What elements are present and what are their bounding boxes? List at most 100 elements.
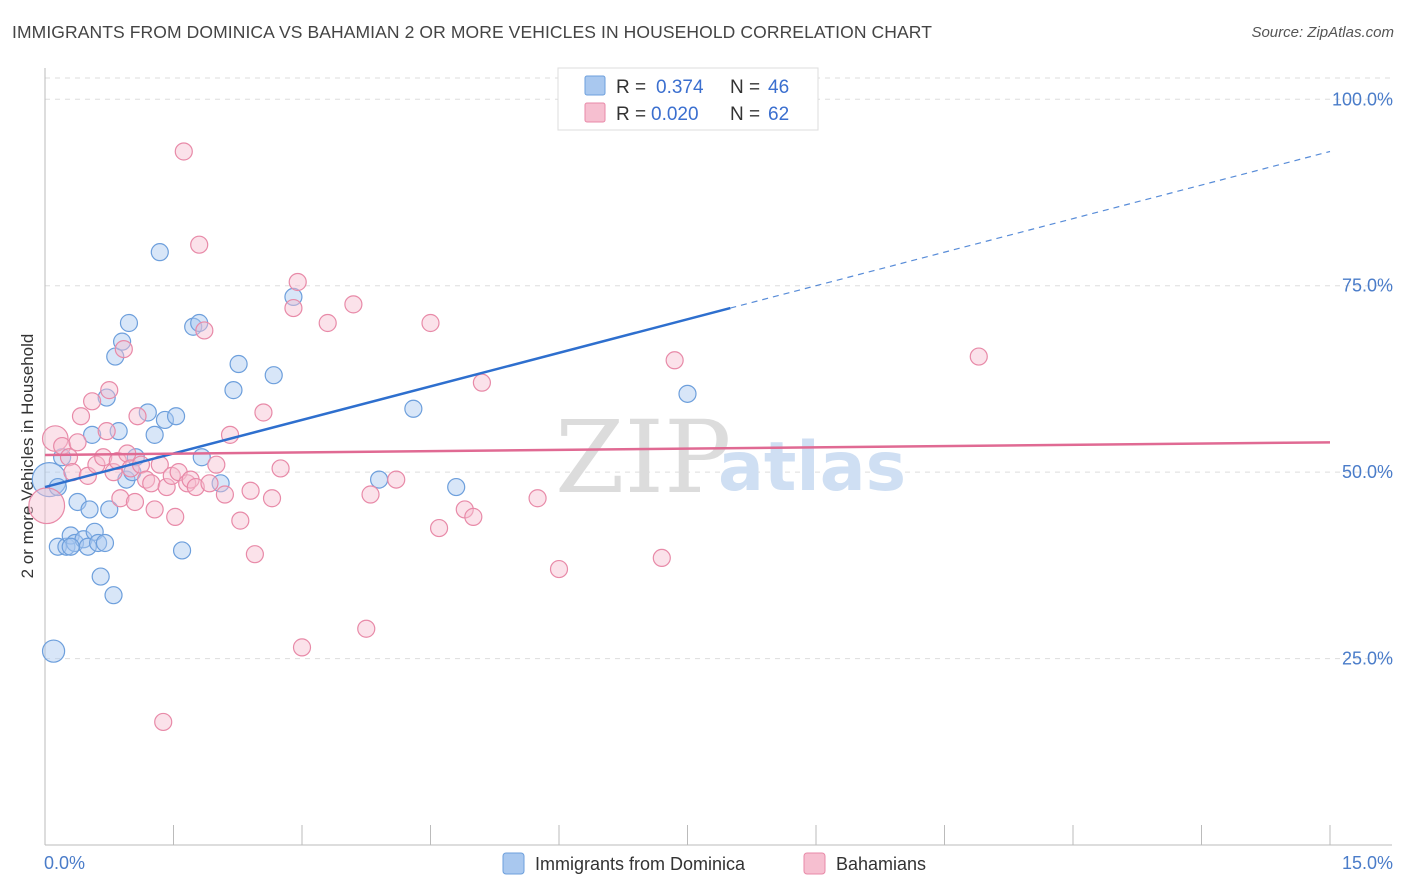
legend-r-label-2: R = — [616, 104, 646, 125]
legend-n-label-2: N = — [730, 104, 760, 125]
point-bahamians-44 — [254, 403, 273, 422]
legend-r-label-1: R = — [616, 77, 646, 98]
point-dominica-43 — [678, 384, 697, 403]
point-bahamians-54 — [387, 470, 406, 489]
point-bahamians-61 — [549, 559, 569, 579]
point-dominica-23 — [119, 313, 139, 333]
watermark: ZIP atlas — [555, 399, 906, 516]
y-tick-label-2: 75.0% — [1342, 276, 1393, 296]
point-bahamians-51 — [344, 295, 363, 314]
point-bahamians-34 — [186, 477, 205, 497]
point-bahamians-37 — [200, 474, 219, 493]
point-bahamians-55 — [421, 313, 440, 333]
point-bahamians-0 — [28, 487, 66, 525]
point-bahamians-36 — [195, 321, 214, 340]
trend-line-dominica — [44, 306, 731, 489]
point-bahamians-59 — [472, 373, 491, 392]
point-bahamians-10 — [94, 448, 113, 467]
point-dominica-41 — [404, 399, 423, 418]
point-bahamians-62 — [652, 548, 671, 568]
point-bahamians-52 — [357, 619, 376, 638]
point-bahamians-24 — [145, 500, 164, 519]
tick-labels: 0.0% 15.0% 25.0% 50.0% 75.0% 100.0% — [44, 89, 1393, 873]
point-bahamians-31 — [174, 142, 193, 161]
legend-n-value-2: 62 — [768, 104, 789, 125]
legend-n-value-1: 46 — [768, 77, 789, 98]
point-dominica-1 — [41, 639, 66, 663]
watermark-zip: ZIP — [555, 399, 731, 516]
point-bahamians-20 — [128, 407, 147, 426]
trend-line-bahamians — [44, 441, 1331, 457]
trend-lines — [44, 150, 1331, 489]
point-bahamians-41 — [231, 511, 250, 530]
point-bahamians-5 — [68, 433, 87, 452]
point-dominica-16 — [97, 388, 116, 407]
point-bahamians-53 — [361, 485, 380, 504]
point-bahamians-60 — [528, 489, 547, 508]
point-bahamians-26 — [154, 712, 173, 732]
point-bahamians-45 — [262, 489, 282, 508]
point-bahamians-46 — [271, 459, 290, 478]
point-dominica-36 — [224, 381, 243, 400]
axes — [44, 68, 1392, 846]
point-bahamians-42 — [241, 481, 260, 500]
legend-swatch-dominica — [584, 75, 606, 96]
point-bahamians-64 — [969, 347, 988, 366]
point-bahamians-23 — [142, 474, 161, 493]
point-dominica-31 — [172, 541, 192, 560]
point-dominica-12 — [85, 522, 104, 541]
point-bahamians-15 — [111, 489, 130, 508]
point-bahamians-47 — [284, 298, 303, 318]
x-tick-max: 15.0% — [1342, 853, 1393, 873]
point-dominica-13 — [89, 533, 108, 553]
point-bahamians-3 — [59, 448, 79, 467]
point-dominica-45 — [61, 537, 80, 556]
point-dominica-11 — [83, 425, 102, 444]
point-bahamians-12 — [100, 381, 119, 400]
point-dominica-37 — [229, 354, 248, 374]
point-bahamians-56 — [429, 518, 449, 538]
watermark-atlas: atlas — [718, 428, 906, 507]
legend: R = 0.374 N = 46 R = 0.020 N = 62 — [557, 67, 819, 131]
gridlines — [45, 77, 1392, 660]
point-bahamians-43 — [245, 545, 264, 564]
point-dominica-15 — [95, 533, 115, 553]
bottom-legend-label-bahamians: Bahamians — [836, 854, 926, 874]
point-bahamians-38 — [207, 455, 226, 474]
point-dominica-27 — [145, 425, 164, 444]
point-bahamians-19 — [125, 492, 145, 512]
source-label: Source: ZipAtlas.com — [1251, 24, 1394, 41]
trend-line-dominica-extension — [730, 150, 1331, 309]
y-tick-label-1: 50.0% — [1342, 462, 1393, 482]
point-dominica-10 — [80, 500, 99, 519]
chart-title: IMMIGRANTS FROM DOMINICA VS BAHAMIAN 2 O… — [12, 22, 933, 42]
bottom-legend-swatch-dominica — [502, 852, 525, 875]
bottom-legend: Immigrants from Dominica Bahamians — [502, 852, 926, 875]
y-tick-label-3: 100.0% — [1332, 89, 1393, 109]
point-dominica-29 — [155, 410, 175, 430]
point-bahamians-27 — [157, 477, 176, 497]
point-bahamians-58 — [464, 507, 483, 526]
point-bahamians-35 — [190, 235, 209, 254]
point-bahamians-39 — [215, 485, 234, 504]
legend-r-value-1: 0.374 — [656, 77, 704, 98]
legend-swatch-bahamians — [584, 102, 606, 123]
point-bahamians-16 — [114, 340, 133, 359]
point-dominica-38 — [264, 366, 283, 385]
point-bahamians-49 — [292, 638, 312, 657]
point-dominica-30 — [166, 407, 186, 426]
point-dominica-28 — [150, 243, 169, 262]
point-dominica-14 — [91, 567, 110, 586]
point-bahamians-48 — [288, 272, 307, 292]
point-bahamians-50 — [318, 313, 337, 333]
point-bahamians-63 — [665, 351, 684, 370]
bottom-legend-label-dominica: Immigrants from Dominica — [535, 854, 746, 874]
point-bahamians-11 — [97, 422, 116, 441]
point-bahamians-29 — [166, 507, 185, 526]
data-points — [28, 142, 988, 732]
point-dominica-40 — [370, 470, 389, 489]
point-dominica-17 — [100, 500, 119, 519]
bottom-legend-swatch-bahamians — [803, 852, 826, 875]
point-bahamians-6 — [71, 407, 91, 426]
